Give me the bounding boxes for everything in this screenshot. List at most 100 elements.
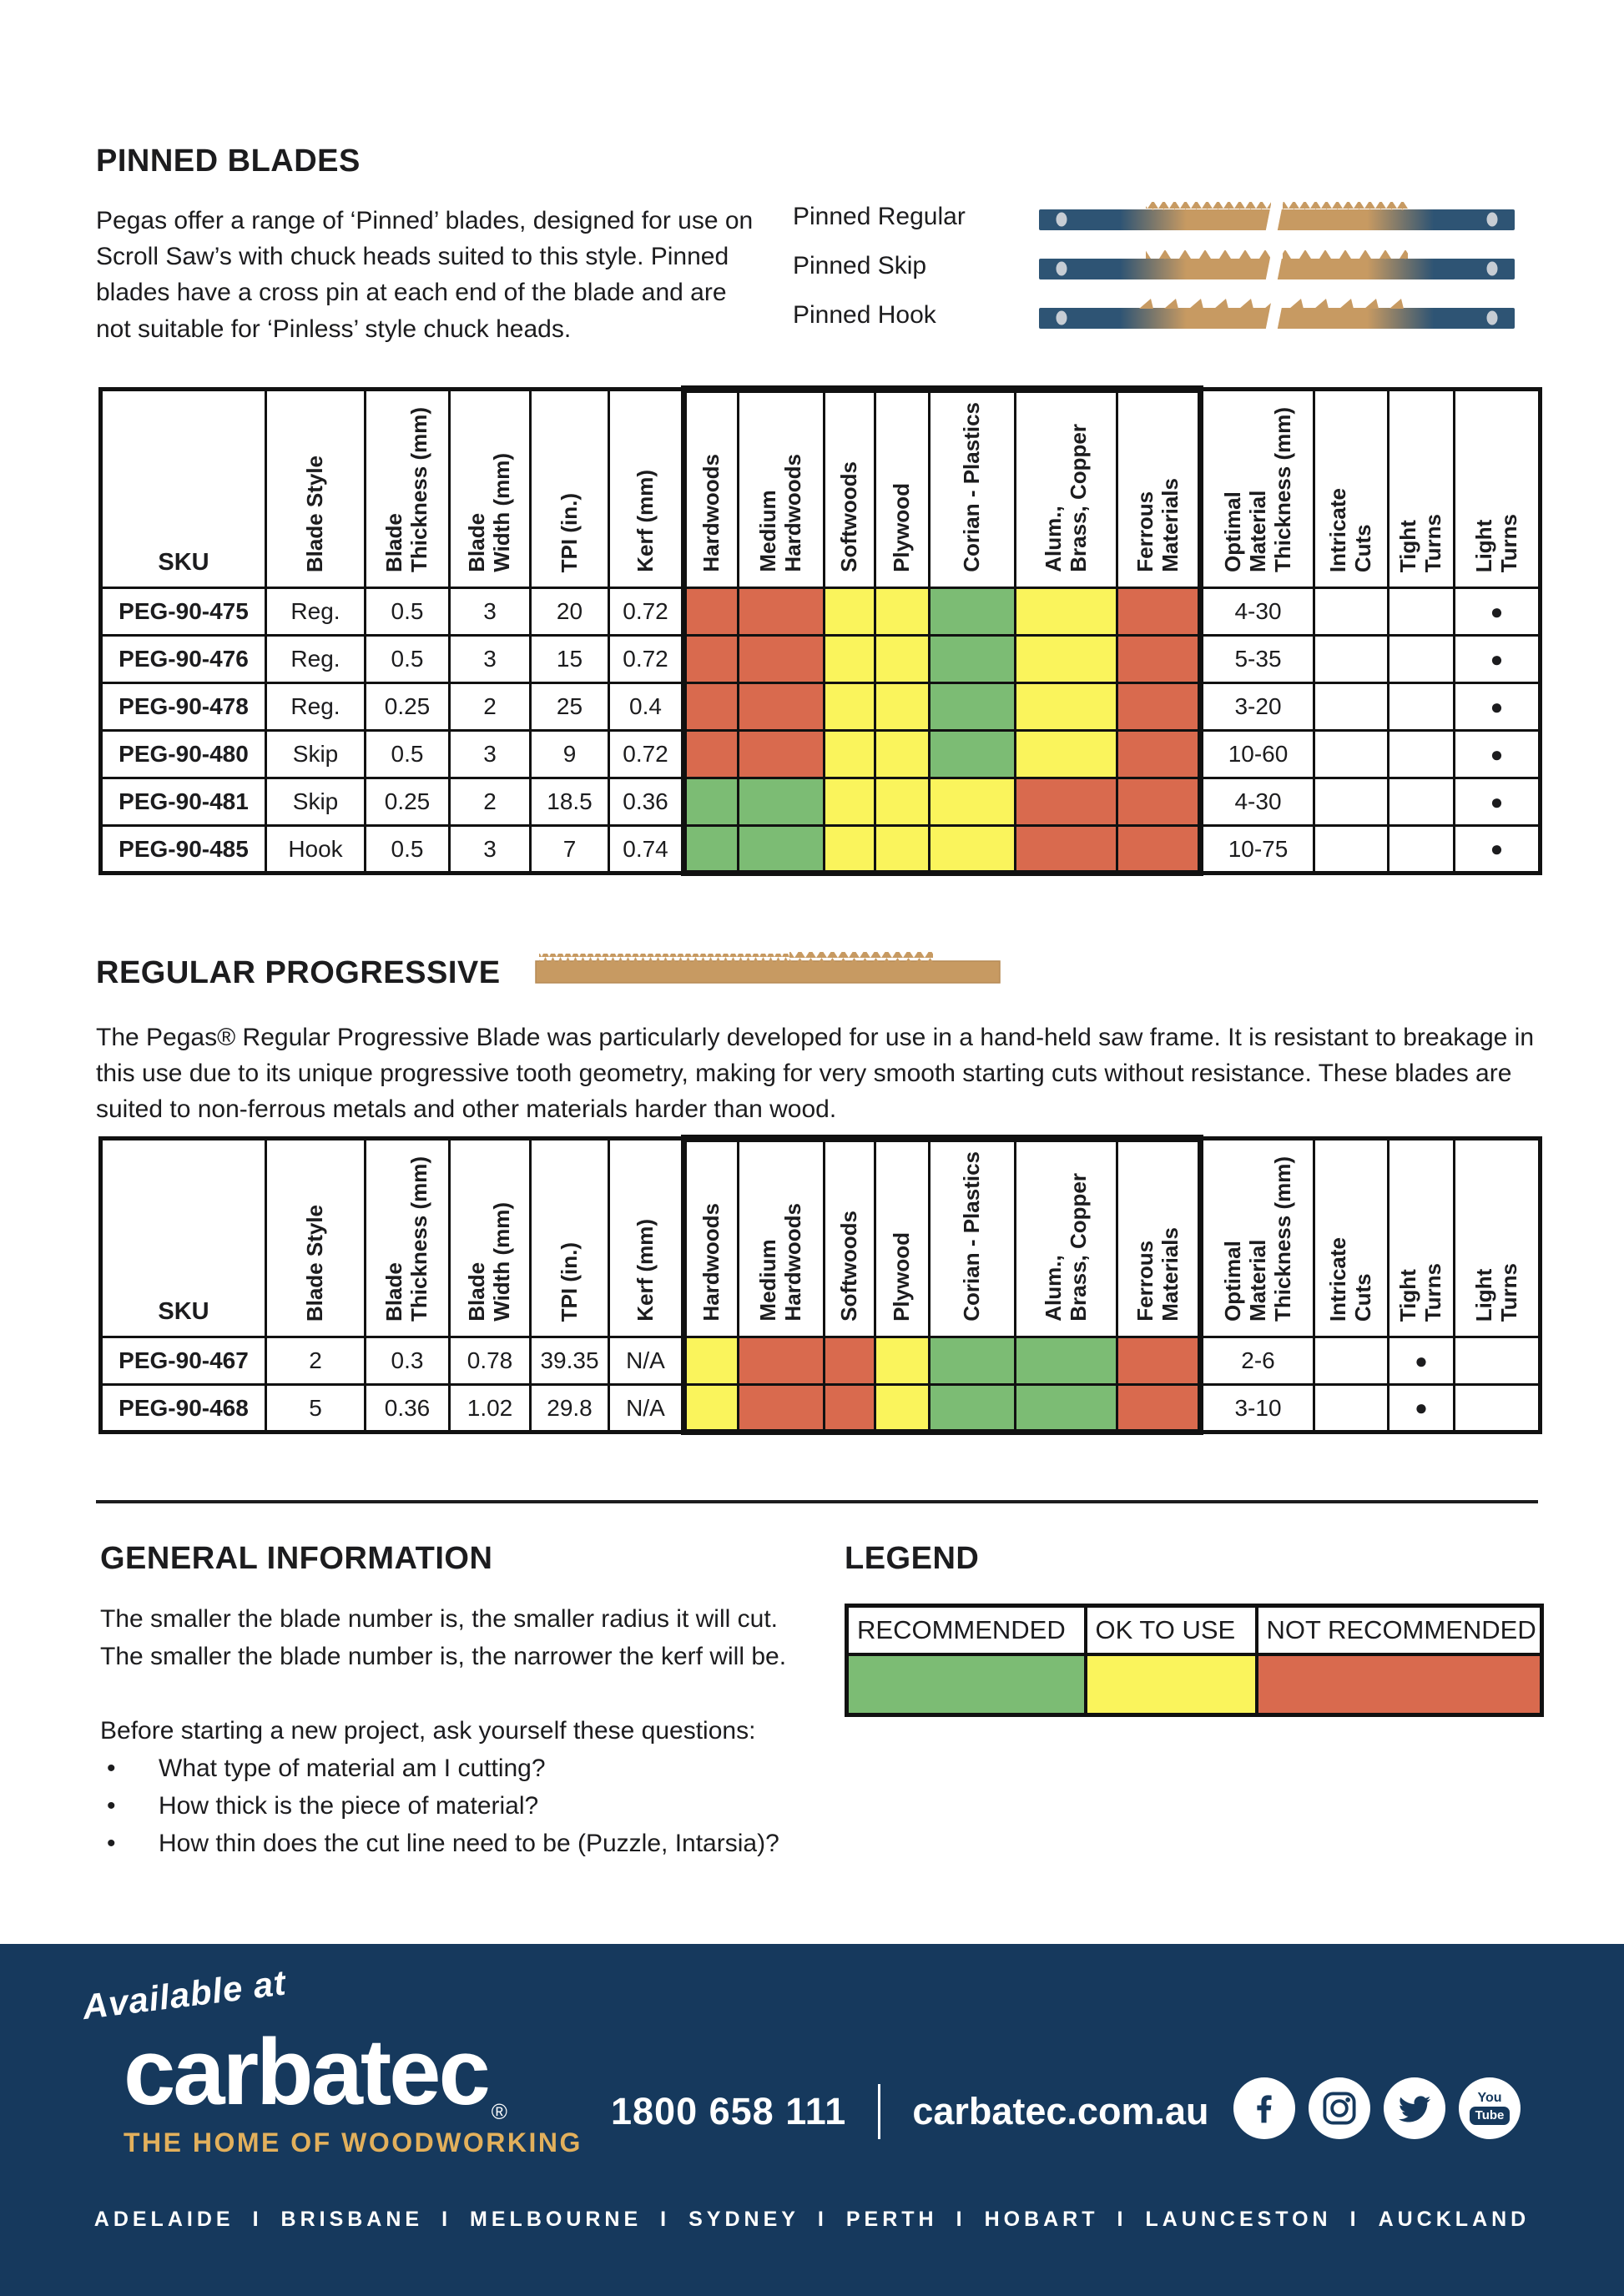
kerf-cell: 0.4: [608, 682, 685, 732]
width-cell: 3: [448, 729, 532, 779]
col-hardwoods: Hardwoods: [681, 385, 739, 589]
tpi-cell: 20: [529, 587, 610, 637]
city: BRISBANE: [280, 2208, 424, 2231]
alum-brass-copper-rating-cell: [1014, 682, 1118, 732]
legend-label-row: RECOMMENDED OK TO USE NOT RECOMMENDED: [845, 1604, 1544, 1656]
col-medium-hardwoods: Medium Hardwoods: [737, 385, 825, 589]
optimal-thickness-cell: 3-20: [1199, 682, 1315, 732]
legend-not-recommended-label: NOT RECOMMENDED: [1254, 1604, 1544, 1656]
col-tight-turns: Tight Turns: [1387, 388, 1455, 589]
youtube-tube-badge: Tube: [1469, 2107, 1511, 2125]
facebook-icon[interactable]: [1233, 2077, 1295, 2139]
kerf-cell: N/A: [608, 1336, 685, 1386]
thickness-cell: 0.5: [364, 824, 451, 874]
ferrous-rating-cell: [1116, 777, 1203, 827]
width-cell: 3: [448, 587, 532, 637]
col-softwoods: Softwoods: [823, 1135, 876, 1338]
plywood-rating-cell: [874, 682, 931, 732]
medium-hardwoods-rating-cell: [737, 682, 825, 732]
col-light-turns: Light Turns: [1453, 1137, 1541, 1338]
tight-turns-cell: [1387, 729, 1455, 779]
table-row: PEG-90-468 5 0.36 1.02 29.8 N/A 3-10 ●: [99, 1383, 1541, 1435]
col-blade-width: Blade Width (mm): [448, 1137, 532, 1338]
kerf-cell: 0.74: [608, 824, 685, 874]
pinned-skip-row: Pinned Skip: [793, 249, 1515, 283]
intricate-cuts-cell: [1313, 1383, 1389, 1433]
softwoods-rating-cell: [823, 1383, 876, 1435]
col-sku: SKU: [99, 388, 267, 589]
header-row: SKU Blade Style Blade Thickness (mm) Bla…: [99, 1135, 1541, 1338]
legend-recommended-label: RECOMMENDED: [845, 1604, 1087, 1656]
medium-hardwoods-rating-cell: [737, 824, 825, 876]
pinned-skip-label: Pinned Skip: [793, 252, 927, 279]
website-link[interactable]: carbatec.com.au: [912, 2090, 1209, 2132]
ferrous-rating-cell: [1116, 729, 1203, 779]
table-row: PEG-90-480 Skip 0.5 3 9 0.72 10-60: [99, 729, 1541, 779]
tight-turns-cell: ●: [1387, 1383, 1455, 1433]
blade-style-cell: 2: [265, 1336, 366, 1386]
corian-plastics-rating-cell: [928, 1336, 1016, 1386]
medium-hardwoods-rating-cell: [737, 634, 825, 684]
col-blade-width: Blade Width (mm): [448, 388, 532, 589]
col-plywood: Plywood: [874, 385, 931, 589]
corian-plastics-rating-cell: [928, 1383, 1016, 1435]
alum-brass-copper-rating-cell: [1014, 824, 1118, 876]
hardwoods-rating-cell: [681, 824, 739, 876]
kerf-cell: 0.72: [608, 634, 685, 684]
city-separator: I: [441, 2208, 452, 2231]
bullet-item: • What type of material am I cutting?: [100, 1750, 835, 1787]
city: MELBOURNE: [470, 2208, 643, 2231]
city-separator: I: [252, 2208, 263, 2231]
corian-plastics-rating-cell: [928, 587, 1016, 637]
col-ferrous-materials: Ferrous Materials: [1116, 385, 1203, 589]
city: PERTH: [845, 2208, 938, 2231]
col-blade-style: Blade Style: [265, 1137, 366, 1338]
hardwoods-rating-cell: [681, 634, 739, 684]
softwoods-rating-cell: [823, 587, 876, 637]
blade-style-cell: Hook: [265, 824, 366, 874]
plywood-rating-cell: [874, 634, 931, 684]
pinned-table-header: SKU Blade Style Blade Thickness (mm) Bla…: [99, 385, 1541, 589]
table-row: PEG-90-476 Reg. 0.5 3 15 0.72 5-35: [99, 634, 1541, 684]
kerf-cell: 0.72: [608, 729, 685, 779]
city: ADELAIDE: [93, 2208, 235, 2231]
alum-brass-copper-rating-cell: [1014, 1336, 1118, 1386]
table-row: PEG-90-478 Reg. 0.25 2 25 0.4 3-20: [99, 682, 1541, 732]
legend-table: RECOMMENDED OK TO USE NOT RECOMMENDED: [845, 1604, 1544, 1717]
medium-hardwoods-rating-cell: [737, 729, 825, 779]
logo-tagline: THE HOME OF WOODWORKING: [124, 2127, 583, 2158]
alum-brass-copper-rating-cell: [1014, 729, 1118, 779]
hardwoods-rating-cell: [681, 587, 739, 637]
tight-turns-cell: [1387, 777, 1455, 827]
pinned-regular-label: Pinned Regular: [793, 203, 966, 230]
legend-not-recommended-swatch: [1254, 1652, 1544, 1717]
thickness-cell: 0.5: [364, 587, 451, 637]
plywood-rating-cell: [874, 824, 931, 876]
logo-wordmark: carbatec: [124, 2020, 491, 2124]
optimal-thickness-cell: 3-10: [1199, 1383, 1315, 1433]
col-alum-brass-copper: Alum., Brass, Copper: [1014, 385, 1118, 589]
intricate-cuts-cell: [1313, 587, 1389, 637]
plywood-rating-cell: [874, 1336, 931, 1386]
light-turns-cell: ●: [1453, 587, 1541, 637]
width-cell: 0.78: [448, 1336, 532, 1386]
youtube-icon[interactable]: You Tube: [1459, 2077, 1521, 2139]
pinned-hook-blade-image: [1039, 299, 1515, 332]
header-row: SKU Blade Style Blade Thickness (mm) Bla…: [99, 385, 1541, 589]
width-cell: 2: [448, 682, 532, 732]
pinned-regular-blade-image: [1039, 200, 1515, 234]
pinned-table-body: PEG-90-475 Reg. 0.5 3 20 0.72 4-30: [99, 587, 1541, 876]
twitter-icon[interactable]: [1384, 2077, 1445, 2139]
tight-turns-cell: [1387, 634, 1455, 684]
registered-mark: ®: [491, 2099, 507, 2124]
col-blade-thickness: Blade Thickness (mm): [364, 388, 451, 589]
progressive-table-body: PEG-90-467 2 0.3 0.78 39.35 N/A 2-6 ●: [99, 1336, 1541, 1435]
col-hardwoods: Hardwoods: [681, 1135, 739, 1338]
intricate-cuts-cell: [1313, 729, 1389, 779]
sku-cell: PEG-90-481: [99, 777, 267, 827]
tpi-cell: 9: [529, 729, 610, 779]
sku-cell: PEG-90-475: [99, 587, 267, 637]
instagram-icon[interactable]: [1309, 2077, 1370, 2139]
tight-turns-cell: [1387, 587, 1455, 637]
